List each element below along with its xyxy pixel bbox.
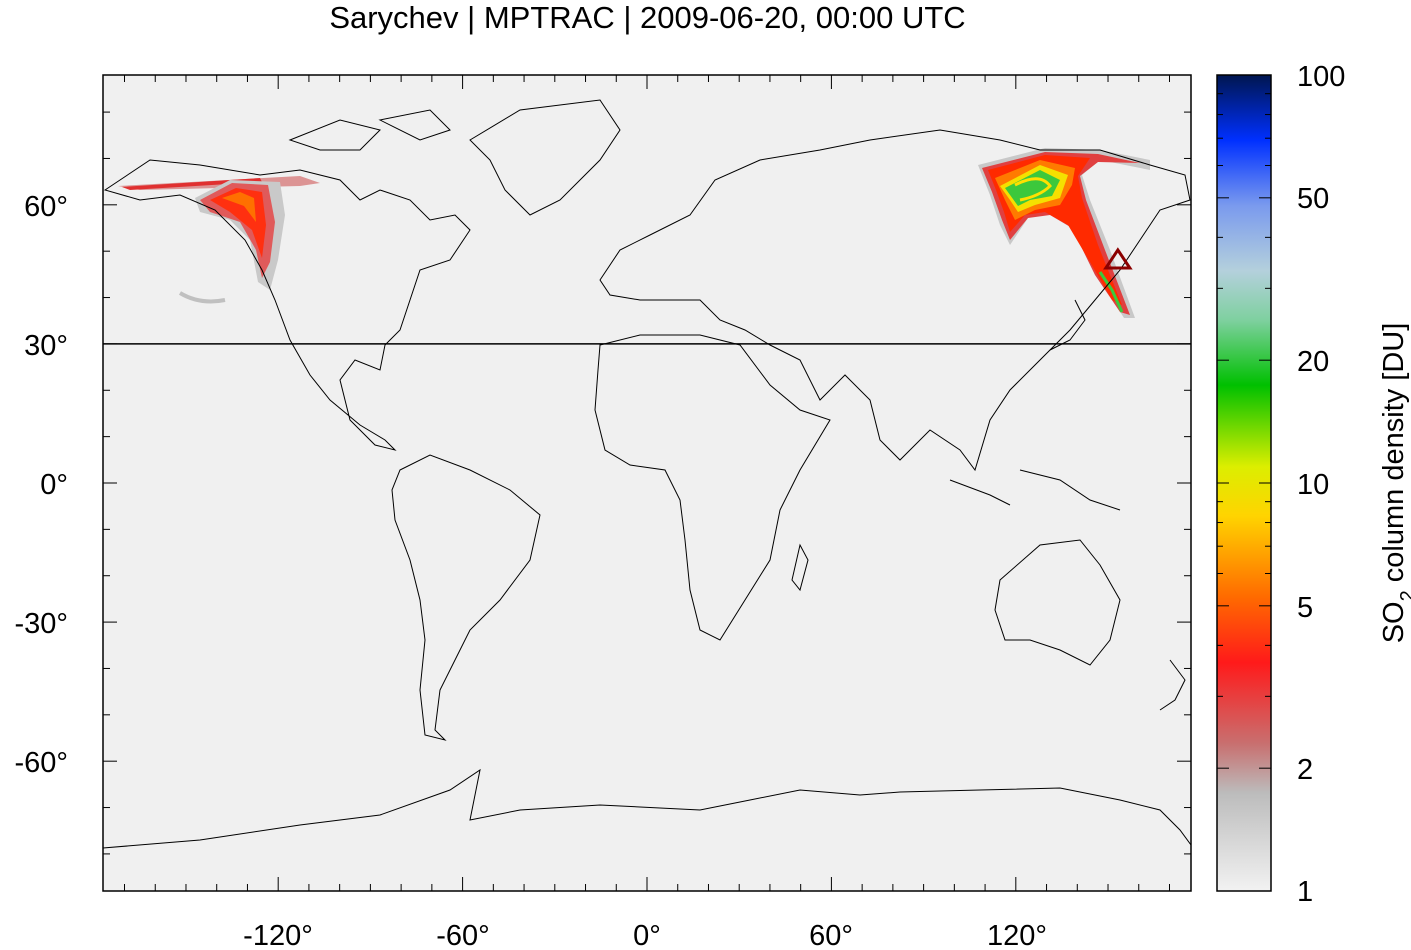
y-tick-label: -30° [14, 608, 68, 640]
axis-ticks [103, 75, 1191, 891]
colorbar-tick-label: 10 [1297, 469, 1329, 501]
y-tick-label: 60° [24, 191, 68, 223]
figure-title: Sarychev | MPTRAC | 2009-06-20, 00:00 UT… [329, 0, 966, 35]
colorbar-ticks [1217, 74, 1271, 892]
x-tick-label: -60° [436, 920, 490, 950]
x-tick-label: -120° [243, 920, 313, 950]
colorbar-tick-label: 50 [1297, 183, 1329, 215]
so2-plume-america [118, 176, 320, 304]
colorbar: 1 2 5 10 20 50 100 SO2 column density [D… [1216, 61, 1411, 908]
colorbar-tick-label: 2 [1297, 754, 1313, 786]
x-tick-label: 120° [987, 920, 1047, 950]
so2-plume-asia [978, 148, 1150, 318]
coastlines [103, 99, 1191, 849]
colorbar-tick-label: 1 [1297, 876, 1313, 908]
colorbar-tick-label: 100 [1297, 61, 1345, 93]
x-tick-label: 60° [809, 920, 853, 950]
colorbar-tick-label: 5 [1297, 592, 1313, 624]
y-axis-labels: 60° 30° 0° -30° -60° [14, 191, 68, 779]
y-tick-label: 0° [40, 469, 68, 501]
colorbar-tick-label: 20 [1297, 346, 1329, 378]
volcano-marker-icon [1103, 247, 1133, 270]
x-tick-label: 0° [633, 920, 661, 950]
colorbar-axis-label: SO2 column density [DU] [1378, 323, 1411, 644]
x-axis-labels: -120° -60° 0° 60° 120° [243, 920, 1047, 950]
y-tick-label: -60° [14, 747, 68, 779]
y-tick-label: 30° [24, 330, 68, 362]
